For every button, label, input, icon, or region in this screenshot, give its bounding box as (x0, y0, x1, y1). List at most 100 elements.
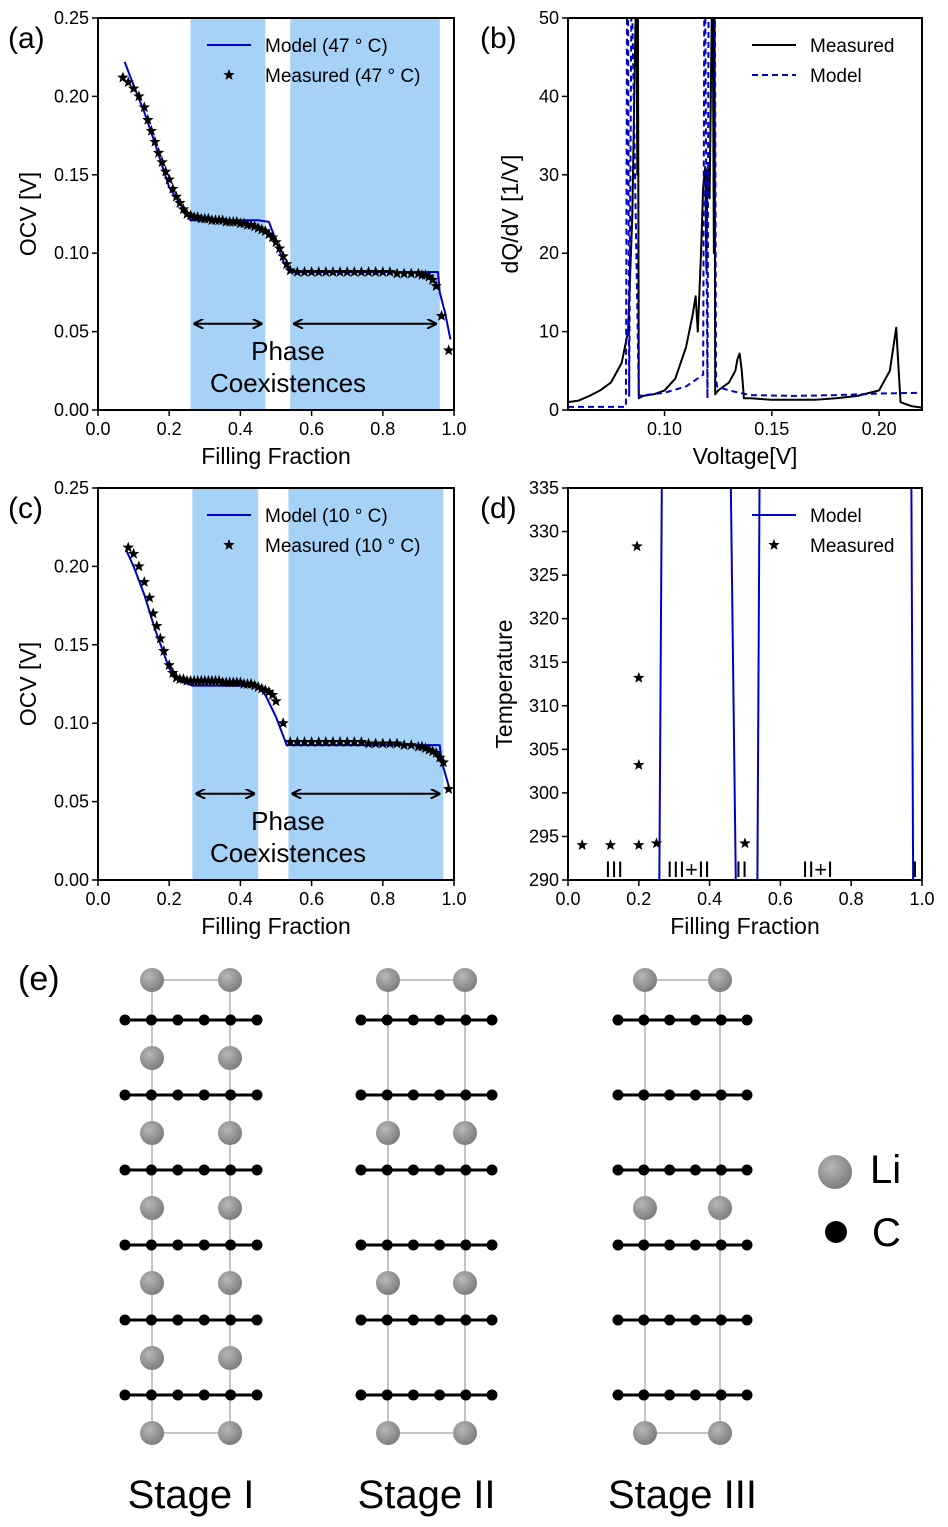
carbon-atom (119, 1389, 131, 1401)
data-point (263, 685, 275, 697)
series-measured-10-c- (122, 541, 454, 794)
carbon-atom (741, 1314, 753, 1326)
lithium-atom (376, 1271, 400, 1295)
dqdv-chart: 0.10 0.15 0.20 0 10 20 30 40 50 Voltage[V] dQ/dV [… (497, 8, 923, 469)
carbon-atom (407, 1239, 419, 1251)
data-point (122, 541, 134, 553)
x-tick-label: 0.8 (370, 419, 395, 439)
data-point (159, 165, 172, 177)
y-tick-label: 320 (529, 609, 559, 629)
data-point (170, 671, 183, 683)
data-point (259, 684, 272, 696)
carbon-atom (664, 1389, 676, 1401)
lithium-atom (708, 1196, 732, 1220)
data-point (426, 273, 439, 285)
carbon-atom (119, 1314, 131, 1326)
legend-marker (768, 539, 780, 550)
carbon-atom (381, 1239, 393, 1251)
carbon-atom (434, 1164, 446, 1176)
legend-marker (223, 69, 235, 80)
carbon-atom (486, 1164, 498, 1176)
data-point (348, 736, 361, 747)
carbon-atom (355, 1239, 367, 1251)
data-point (412, 267, 425, 279)
panel-label-d: (d) (480, 492, 517, 525)
data-point (167, 182, 179, 194)
lithium-atom (376, 1121, 400, 1145)
phase-annotation: Coexistences (210, 368, 366, 398)
axes-frame (97, 487, 455, 881)
carbon-atom (251, 1389, 263, 1401)
x-axis-label: Filling Fraction (201, 913, 351, 939)
data-point (191, 211, 204, 222)
data-point (170, 190, 183, 202)
lithium-atom (218, 1196, 242, 1220)
carbon-atom (434, 1314, 446, 1326)
lithium-atom (633, 1421, 657, 1445)
lithium-atom (140, 1046, 164, 1070)
y-tick-label: 50 (539, 8, 559, 28)
legend-entry: Model (47 ° C) (265, 36, 388, 57)
plot-area (576, 488, 915, 880)
y-tick-label: 0.15 (54, 635, 89, 655)
y-tick-label: 300 (529, 783, 559, 803)
carbon-atom (145, 1014, 157, 1026)
carbon-atom (689, 1239, 701, 1251)
carbon-atom (434, 1089, 446, 1101)
data-point (384, 266, 396, 277)
stage-label: Stage II (358, 1473, 496, 1517)
data-point (273, 242, 286, 254)
y-tick-label: 40 (539, 86, 559, 106)
carbon-atom (486, 1314, 498, 1326)
carbon-atom (715, 1014, 727, 1026)
data-point (284, 736, 296, 747)
y-tick-label: 0.00 (54, 400, 89, 420)
data-point (252, 222, 264, 233)
carbon-atom (434, 1014, 446, 1026)
phase-boundary-line-1 (729, 488, 737, 880)
y-tick-label: 0 (549, 400, 559, 420)
carbon-atom (198, 1389, 210, 1401)
data-point (142, 113, 154, 125)
data-point (320, 736, 332, 747)
x-tick-label: 0.10 (647, 419, 682, 439)
carbon-atom (172, 1314, 184, 1326)
y-tick-label: 0.25 (54, 8, 89, 28)
data-point (252, 681, 264, 692)
data-point (256, 223, 268, 235)
lithium-atom (218, 1046, 242, 1070)
data-point (138, 576, 150, 587)
carbon-atom (486, 1089, 498, 1101)
carbon-atom (407, 1314, 419, 1326)
data-point (177, 203, 190, 215)
data-point (377, 266, 389, 277)
x-axis-label: Filling Fraction (670, 913, 820, 939)
phase-region-label: II+I (802, 857, 833, 882)
carbon-atom (612, 1014, 624, 1026)
data-point (263, 228, 275, 240)
lithium-atom (633, 1196, 657, 1220)
data-point (245, 218, 257, 230)
carbon-atom (251, 1239, 263, 1251)
data-point (248, 220, 261, 232)
carbon-atom (355, 1014, 367, 1026)
phase-diagram-chart: III III+II II II+I I0.0 0.2 0.4 0.6 0.8 1.0290295… (491, 478, 935, 939)
y-tick-label: 0.05 (54, 792, 89, 812)
carbon-atom (486, 1014, 498, 1026)
lithium-atom (140, 1121, 164, 1145)
carbon-atom (225, 1164, 237, 1176)
y-tick-label: 0.10 (54, 243, 89, 263)
carbon-atom (172, 1164, 184, 1176)
plot-area (568, 18, 922, 409)
carbon-atom (715, 1314, 727, 1326)
carbon-atom (251, 1089, 263, 1101)
data-point (341, 736, 353, 747)
lithium-atom (376, 968, 400, 992)
y-tick-label: 0.15 (54, 165, 89, 185)
data-point (355, 736, 368, 747)
data-point (369, 737, 382, 749)
data-point (341, 266, 353, 277)
data-point (426, 745, 439, 757)
